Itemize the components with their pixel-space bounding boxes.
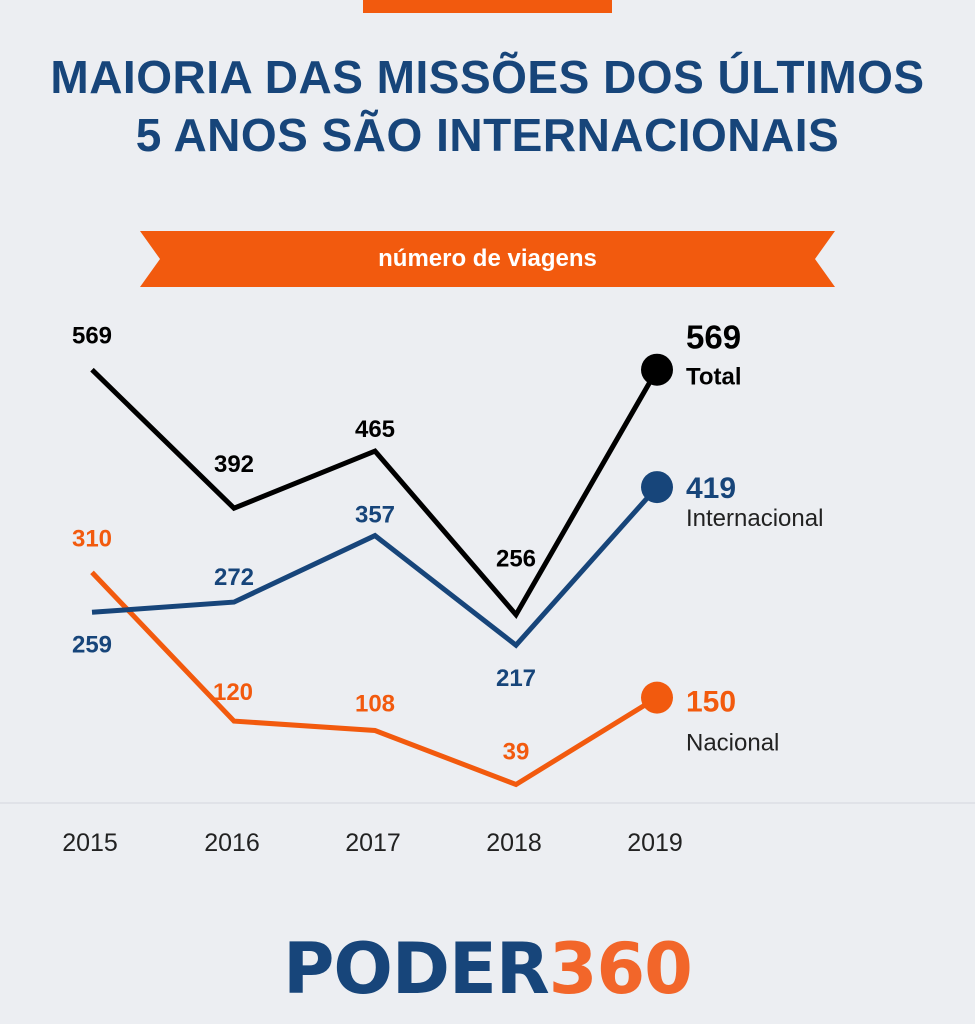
series-line-internacional	[91, 485, 659, 649]
page-title: MAIORIA DAS MISSÕES DOS ÚLTIMOS 5 ANOS S…	[0, 48, 975, 164]
data-label-total-2017: 465	[355, 416, 395, 443]
series-name-nacional: Nacional	[686, 730, 779, 757]
end-value-nacional: 150	[686, 686, 736, 719]
data-label-total-2015: 569	[72, 323, 112, 350]
x-tick-label-2015: 2015	[62, 829, 118, 857]
data-label-nacional-2018: 39	[503, 738, 530, 765]
series-name-total: Total	[686, 364, 742, 391]
series-line-nacional	[90, 570, 659, 788]
poder360-logo: PODER360	[0, 928, 975, 1010]
end-value-internacional: 419	[686, 472, 736, 505]
subtitle-label: número de viagens	[378, 245, 597, 272]
data-label-internacional-2017: 357	[355, 502, 395, 529]
end-value-total: 569	[686, 319, 741, 356]
data-label-nacional-2017: 108	[355, 690, 395, 717]
subtitle-ribbon: número de viagens	[140, 231, 835, 287]
title-line-1: MAIORIA DAS MISSÕES DOS ÚLTIMOS	[50, 51, 925, 103]
x-tick-label-2016: 2016	[204, 829, 260, 857]
x-tick-label-2017: 2017	[345, 829, 401, 857]
top-accent-bar	[363, 0, 612, 13]
data-label-total-2018: 256	[496, 546, 536, 573]
data-label-internacional-2018: 217	[496, 665, 536, 692]
data-label-internacional-2016: 272	[214, 564, 254, 591]
data-label-nacional-2016: 120	[213, 679, 253, 706]
series-name-internacional: Internacional	[686, 505, 823, 532]
logo-part-360: 360	[548, 928, 693, 1010]
title-line-2: 5 ANOS SÃO INTERNACIONAIS	[135, 109, 840, 161]
line-chart: 569 392 465 256 569 Total 259 272 357 217 419Inter…	[0, 319, 975, 857]
end-marker-internacional	[641, 471, 673, 504]
series-line-total	[90, 367, 660, 620]
end-marker-nacional	[641, 681, 673, 714]
data-label-nacional-2015: 310	[72, 525, 112, 552]
ribbon-shape	[140, 231, 835, 287]
logo-part-poder: PODER	[283, 928, 550, 1010]
end-marker-total	[641, 353, 673, 386]
x-tick-label-2018: 2018	[486, 829, 542, 857]
data-label-total-2016: 392	[214, 451, 254, 478]
data-label-internacional-2015: 259	[72, 631, 112, 658]
x-tick-label-2019: 2019	[627, 829, 683, 857]
